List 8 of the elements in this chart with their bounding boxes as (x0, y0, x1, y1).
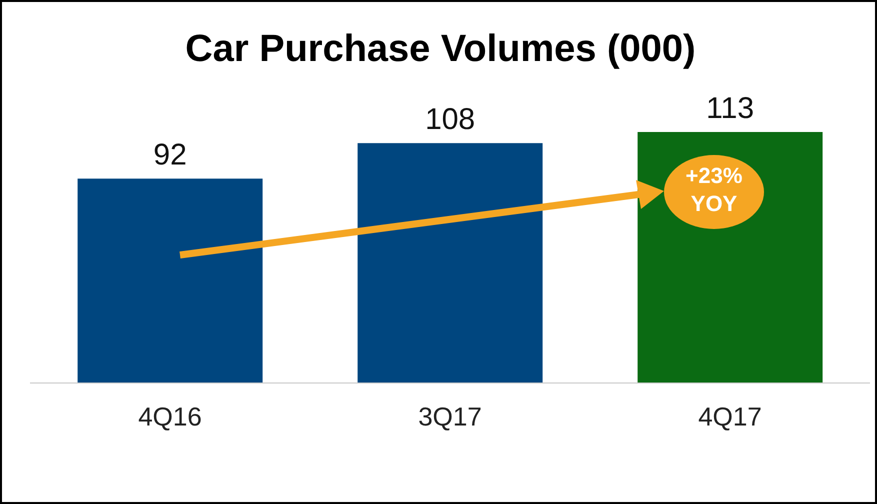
annotation: +23% YOY (684, 162, 744, 218)
chart-title: Car Purchase Volumes (000) (184, 28, 697, 71)
x-tick-label: 4Q16 (138, 401, 202, 432)
data-label: 92 (153, 138, 187, 172)
data-label: 108 (425, 103, 476, 136)
x-tick-label: 3Q17 (418, 401, 482, 432)
data-label: 113 (706, 92, 754, 125)
x-tick-label: 4Q17 (698, 401, 762, 432)
